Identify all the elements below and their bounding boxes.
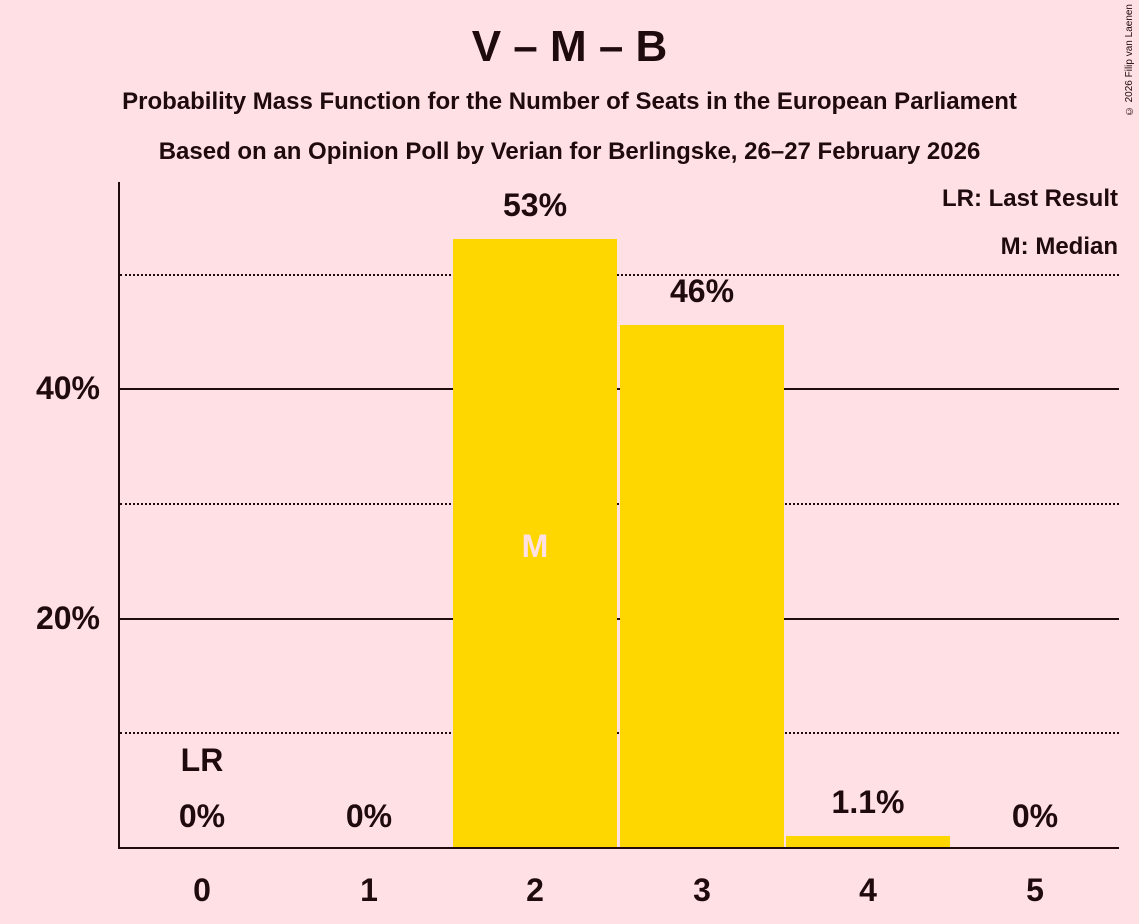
chart-title: V – M – B bbox=[471, 22, 668, 71]
x-tick-4: 4 bbox=[859, 872, 877, 908]
chart-subtitle: Probability Mass Function for the Number… bbox=[122, 88, 1017, 115]
bar-seats-2 bbox=[453, 239, 617, 848]
gridline-10 bbox=[120, 732, 1119, 734]
legend-median: M: Median bbox=[1000, 233, 1118, 260]
copyright-notice: © 2026 Filip van Laenen bbox=[1124, 4, 1135, 117]
bar-seats-3 bbox=[620, 325, 784, 848]
x-tick-5: 5 bbox=[1026, 872, 1044, 908]
x-tick-0: 0 bbox=[193, 872, 211, 908]
bar-seats-4 bbox=[786, 836, 950, 848]
gridline-40 bbox=[120, 388, 1119, 390]
y-tick-20: 20% bbox=[35, 600, 100, 636]
chart-subtitle-2: Based on an Opinion Poll by Verian for B… bbox=[158, 138, 981, 165]
x-tick-1: 1 bbox=[360, 872, 378, 908]
y-axis bbox=[118, 182, 120, 849]
bar-label-4: 1.1% bbox=[831, 784, 905, 820]
bar-label-0: 0% bbox=[178, 798, 226, 834]
y-tick-40: 40% bbox=[35, 370, 100, 406]
gridline-30 bbox=[120, 503, 1119, 505]
bar-label-1: 0% bbox=[345, 798, 393, 834]
x-tick-3: 3 bbox=[693, 872, 711, 908]
bar-label-3: 46% bbox=[669, 273, 735, 309]
last-result-marker: LR bbox=[180, 742, 224, 778]
gridline-20 bbox=[120, 618, 1119, 620]
gridline-50 bbox=[120, 274, 1119, 276]
x-tick-2: 2 bbox=[526, 872, 544, 908]
bar-label-2: 53% bbox=[502, 187, 568, 223]
legend-last-result: LR: Last Result bbox=[941, 185, 1118, 212]
x-axis bbox=[118, 847, 1119, 849]
median-marker: M bbox=[521, 528, 549, 564]
bar-label-5: 0% bbox=[1011, 798, 1059, 834]
